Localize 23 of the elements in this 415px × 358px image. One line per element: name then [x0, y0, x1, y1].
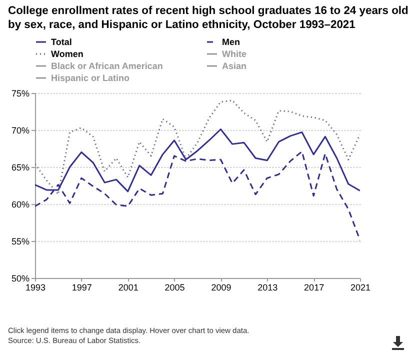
- x-tick-label: 1993: [25, 282, 46, 292]
- legend-label: Total: [51, 37, 72, 47]
- y-tick-label: 75%: [11, 88, 30, 98]
- x-tick-label: 2013: [258, 282, 278, 292]
- legend-label: Black or African American: [51, 61, 163, 71]
- line-series: [35, 100, 360, 196]
- y-tick-label: 50%: [11, 274, 30, 284]
- legend-label: White: [222, 49, 246, 59]
- y-tick-label: 70%: [11, 126, 30, 136]
- x-tick-label: 2009: [211, 282, 232, 292]
- legend-label: Hispanic or Latino: [51, 73, 130, 83]
- legend-label: Asian: [222, 61, 247, 71]
- x-tick-label: 2005: [164, 282, 185, 292]
- x-tick-label: 2021: [350, 282, 371, 292]
- x-tick-label: 2017: [304, 282, 324, 292]
- x-tick-label: 1997: [72, 282, 92, 292]
- y-tick-label: 65%: [11, 162, 30, 172]
- legend-label: Women: [51, 49, 84, 59]
- y-tick-label: 55%: [11, 236, 30, 246]
- y-tick-label: 60%: [11, 200, 30, 210]
- legend-label: Men: [222, 37, 240, 47]
- x-tick-label: 2001: [118, 282, 138, 292]
- chart-title: College enrollment rates of recent high school graduates 16 to 24 years old by sex, race, and Hispanic or Latino ethnicity, October 1993–2021: [8, 4, 410, 32]
